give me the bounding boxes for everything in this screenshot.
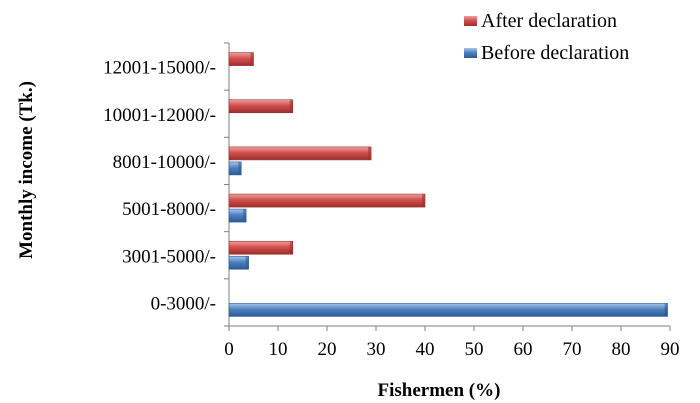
x-tick-label: 40 xyxy=(416,339,435,360)
x-tick-label: 80 xyxy=(612,339,631,360)
bar-after xyxy=(228,99,294,114)
category-label: 5001-8000/- xyxy=(122,199,216,220)
x-tick-label: 10 xyxy=(269,339,288,360)
bar-after xyxy=(228,52,254,66)
x-axis-title: Fishermen (%) xyxy=(378,380,501,401)
x-tick-label: 90 xyxy=(661,339,680,360)
category-label: 8001-10000/- xyxy=(113,152,216,173)
legend-swatch-after xyxy=(464,16,477,26)
y-axis-title: Monthly income (Tk.) xyxy=(16,81,37,259)
bar-before xyxy=(228,303,668,317)
bar-before-cap xyxy=(243,209,247,223)
bar-after-cap xyxy=(289,99,293,113)
x-tick-label: 30 xyxy=(367,339,386,360)
x-tick-label: 70 xyxy=(563,339,582,360)
category-label: 12001-15000/- xyxy=(103,58,216,79)
legend-label-before: Before declaration xyxy=(481,42,629,64)
x-tick-label: 50 xyxy=(465,339,484,360)
bar-after xyxy=(228,146,372,161)
bar-before-cap xyxy=(664,303,668,317)
bar-before-cap xyxy=(245,256,249,270)
x-tick-label: 0 xyxy=(224,339,234,360)
bar-after xyxy=(228,240,294,255)
plot-area: 0 10 20 30 40 50 60 70 80 90 0-3000/- 3001-5000/- 50… xyxy=(103,42,680,360)
legend-swatch-before xyxy=(464,48,477,58)
legend: After declaration Before declaration xyxy=(464,10,629,64)
bar-after-cap xyxy=(422,194,425,208)
legend-item-after: After declaration xyxy=(464,10,617,32)
legend-item-before: Before declaration xyxy=(464,42,629,64)
bar-after-cap xyxy=(289,241,293,255)
category-label: 10001-12000/- xyxy=(103,105,216,126)
x-tick-label: 20 xyxy=(318,339,337,360)
bar-after-cap xyxy=(368,146,372,160)
bar-before-cap xyxy=(238,161,242,175)
bar-after xyxy=(228,193,426,208)
x-tick-label: 60 xyxy=(514,339,533,360)
category-label: 0-3000/- xyxy=(151,293,216,314)
bar-after-cap xyxy=(250,52,254,66)
legend-label-after: After declaration xyxy=(481,10,617,32)
category-label: 3001-5000/- xyxy=(122,246,216,267)
